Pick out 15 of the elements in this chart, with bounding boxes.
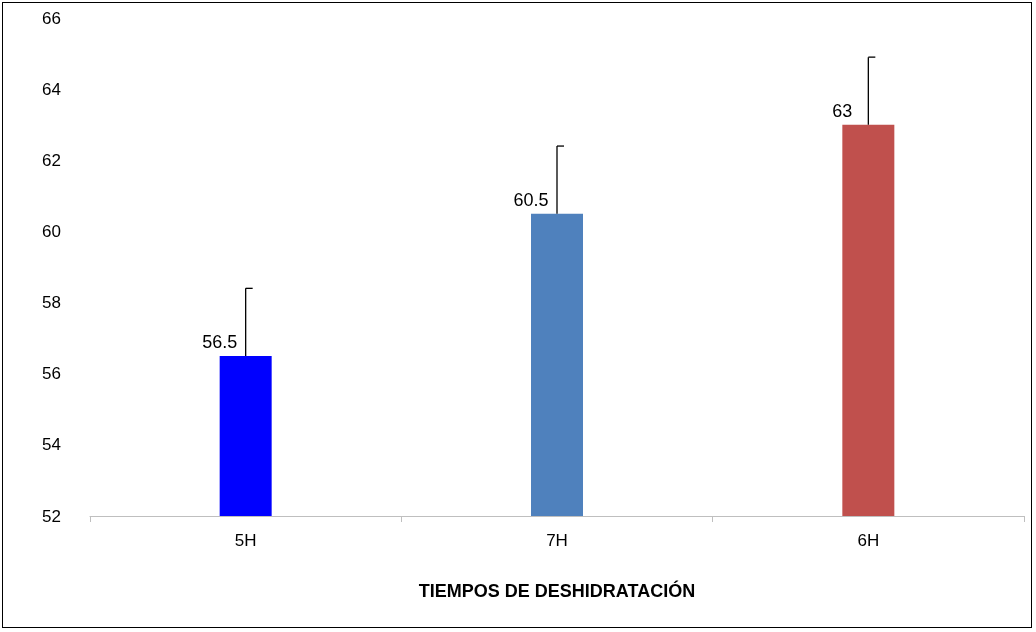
y-tick-label: 56: [42, 364, 61, 384]
data-label: 63: [832, 100, 853, 121]
y-tick-label: 60: [42, 221, 61, 241]
data-label: 56.5: [202, 331, 238, 352]
y-tick-label: 58: [42, 293, 61, 313]
y-tick-label: 64: [42, 79, 61, 99]
x-tick-label: 5H: [234, 531, 257, 550]
y-tick-label: 62: [42, 150, 61, 170]
x-axis-title: TIEMPOS DE DESHIDRATACIÓN: [418, 580, 696, 601]
x-tick-label: 6H: [857, 531, 880, 550]
x-tick-label: 7H: [546, 531, 568, 550]
y-tick-label: 52: [42, 506, 61, 526]
y-tick-label: 66: [42, 8, 61, 28]
y-tick-label: 54: [42, 435, 61, 455]
data-label: 60.5: [513, 189, 549, 210]
